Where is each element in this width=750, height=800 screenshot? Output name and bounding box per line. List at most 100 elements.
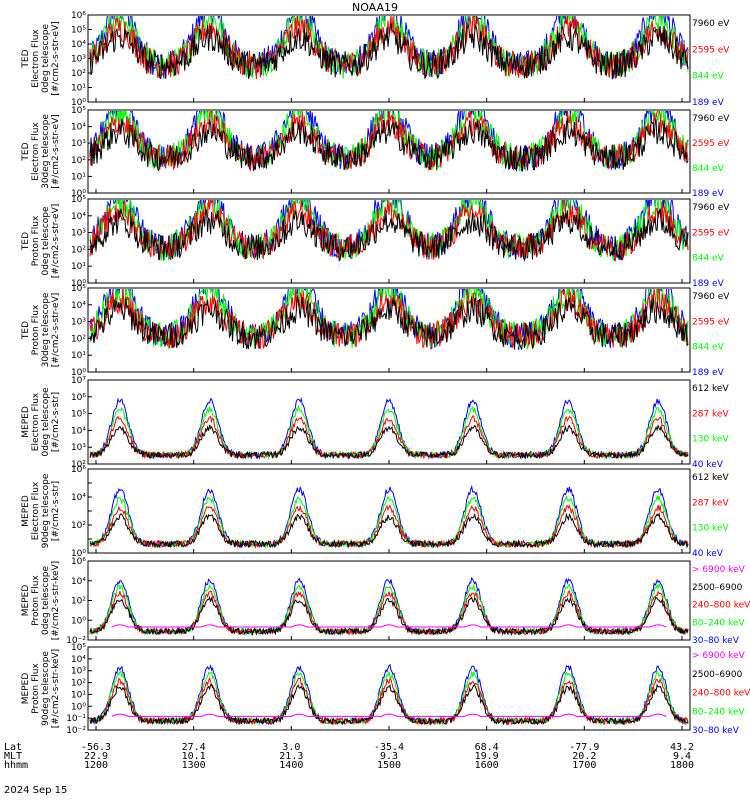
series-black — [89, 683, 689, 726]
footer-hhmm: 1600 — [474, 760, 499, 771]
footer-mlt: 9.4 — [672, 751, 692, 762]
series-red — [89, 289, 689, 350]
legend-entry-green: 844 eV — [692, 343, 725, 353]
y-tick-label: 10⁶ — [71, 393, 86, 403]
series-black — [89, 23, 689, 80]
y-tick-label: 10⁴ — [71, 577, 86, 587]
legend-entry-green: 844 eV — [692, 254, 725, 264]
y-tick-label: 10⁰ — [71, 702, 86, 712]
y-axis-label: TEDProton Flux30deg telescope[#/cm2-s-st… — [21, 292, 61, 367]
series-green — [89, 200, 689, 261]
series-black — [89, 512, 689, 549]
series-green — [89, 289, 689, 350]
series-red — [89, 589, 689, 636]
panel-6: 10⁰ 10² 10⁴ 10⁶ MEPEDElectron Flux90deg tele… — [21, 465, 729, 559]
legend-entry-red: 240–800 keV — [692, 689, 750, 699]
legend-entry-red: 2595 eV — [692, 139, 730, 149]
y-tick-label: 10² — [71, 679, 86, 689]
y-axis-label: MEPEDProton Flux90deg telescope[#/cm2-s-… — [21, 649, 61, 728]
legend-entry-green: 844 eV — [692, 164, 725, 174]
y-tick-label: 10⁰ — [71, 98, 86, 108]
panel-2: 10⁰ 10¹ 10² 10³ 10⁴ 10⁵ TEDElectron Flux30deg … — [21, 106, 730, 199]
y-axis-label: TEDElectron Flux30deg telescope[#/cm2-s-… — [21, 114, 61, 189]
y-tick-label: 10² — [71, 521, 86, 531]
y-tick-label: 10³ — [71, 139, 86, 149]
y-tick-label: 10³ — [71, 667, 86, 677]
footer-lat: 3.0 — [282, 742, 301, 753]
legend-entry-green: 130 keV — [692, 524, 729, 534]
panel-1: 10⁰ 10¹ 10² 10³ 10⁴ 10⁵ 10⁶ TEDElectron Flux0de… — [21, 11, 730, 108]
legend-entry-red: 2595 eV — [692, 228, 730, 238]
y-tick-label: 10⁵ — [71, 26, 86, 36]
legend-entry-green: 80–240 keV — [692, 707, 745, 717]
panel-4: 10⁰ 10¹ 10² 10³ 10⁴ 10⁵ TEDProton Flux30deg te… — [21, 284, 730, 378]
y-axis-label: MEPEDProton Flux0deg telescope[#/cm2-s-s… — [21, 561, 61, 640]
series-green — [89, 582, 689, 636]
legend-entry-black: 7960 eV — [692, 203, 730, 213]
y-tick-label: 10⁴ — [71, 212, 86, 222]
series-green — [89, 404, 689, 460]
panel-3: 10⁰ 10¹ 10² 10³ 10⁴ 10⁵ TEDProton Flux0deg tel… — [21, 195, 730, 289]
y-tick-label: 10⁴ — [71, 426, 86, 436]
y-tick-label: 10¹ — [71, 262, 86, 272]
legend-entry-green: 130 keV — [692, 435, 729, 445]
legend-entry-black: 2500–6900 — [692, 583, 743, 593]
series-red — [89, 676, 689, 726]
footer-mlt: 10.1 — [181, 751, 206, 762]
legend-entry-blue: 189 eV — [692, 279, 725, 289]
legend-entry-red: 2595 eV — [692, 317, 730, 327]
series-green — [89, 16, 689, 79]
legend-entry-black: 7960 eV — [692, 114, 730, 124]
series-magenta — [111, 713, 667, 717]
panel-5: 10² 10³ 10⁴ 10⁵ 10⁶ 10⁷ MEPEDElectron Flux0deg… — [21, 376, 729, 470]
y-tick-label: 10⁵ — [71, 195, 86, 205]
legend-entry-green: 844 eV — [692, 72, 725, 82]
y-tick-label: 10¹ — [71, 690, 86, 700]
panel-frame — [87, 468, 691, 554]
legend-entry-blue: 40 keV — [692, 460, 724, 470]
y-tick-label: 10⁰ — [71, 279, 86, 289]
y-tick-label: 10² — [71, 597, 86, 607]
footer-lat: 43.2 — [669, 742, 695, 753]
y-axis-label: MEPEDElectron Flux90deg telescope[#/cm2-… — [21, 473, 61, 548]
y-tick-label: 10⁰ — [71, 549, 86, 559]
y-tick-label: 10⁵ — [71, 410, 86, 420]
y-axis-label: TEDElectron Flux0deg telescope[#/cm2-s-s… — [21, 21, 61, 96]
series-green — [89, 494, 689, 549]
y-tick-label: 10⁴ — [71, 123, 86, 133]
legend-entry-magenta: > 6900 keV — [692, 651, 746, 661]
y-tick-label: 10³ — [71, 229, 86, 239]
footer-lat: 68.4 — [474, 742, 499, 753]
footer-hhmm: 1500 — [376, 760, 402, 771]
series-red — [89, 111, 689, 172]
footer-mlt: 21.3 — [279, 751, 304, 762]
chart-title: NOAA19 — [351, 1, 399, 14]
y-tick-label: 10⁵ — [71, 643, 86, 653]
y-tick-label: 10² — [71, 156, 86, 166]
y-tick-label: 10³ — [71, 55, 86, 65]
y-axis-label: MEPEDElectron Flux0deg telescope[#/cm2-s… — [21, 387, 61, 457]
footer-hhmm: 1200 — [83, 760, 109, 771]
y-tick-label: 10⁶ — [71, 465, 86, 475]
y-tick-label: 10² — [71, 460, 86, 470]
footer-row-label: Lat — [4, 742, 23, 753]
legend-entry-blue: 30–80 keV — [692, 726, 740, 736]
panel-7: 10⁻² 10⁰ 10² 10⁴ 10⁶ MEPEDProton Flux0deg tel… — [21, 557, 750, 646]
y-tick-label: 10² — [71, 245, 86, 255]
series-black — [89, 117, 689, 172]
series-blue — [89, 396, 689, 460]
legend-entry-green: 80–240 keV — [692, 618, 745, 628]
y-axis-label: TEDProton Flux0deg telescope[#/cm2-s-str… — [21, 204, 61, 279]
series-magenta — [111, 624, 667, 628]
legend-entry-red: 240–800 keV — [692, 601, 750, 611]
y-tick-label: 10⁵ — [71, 106, 86, 116]
footer-row-label: hhmm — [4, 760, 29, 771]
legend-entry-black: 612 keV — [692, 473, 729, 483]
legend-entry-blue: 30–80 keV — [692, 636, 740, 646]
y-tick-label: 10¹ — [71, 84, 86, 94]
footer-lat: -77.9 — [569, 742, 600, 753]
series-black — [89, 424, 689, 460]
footer-lat: -35.4 — [373, 742, 405, 753]
